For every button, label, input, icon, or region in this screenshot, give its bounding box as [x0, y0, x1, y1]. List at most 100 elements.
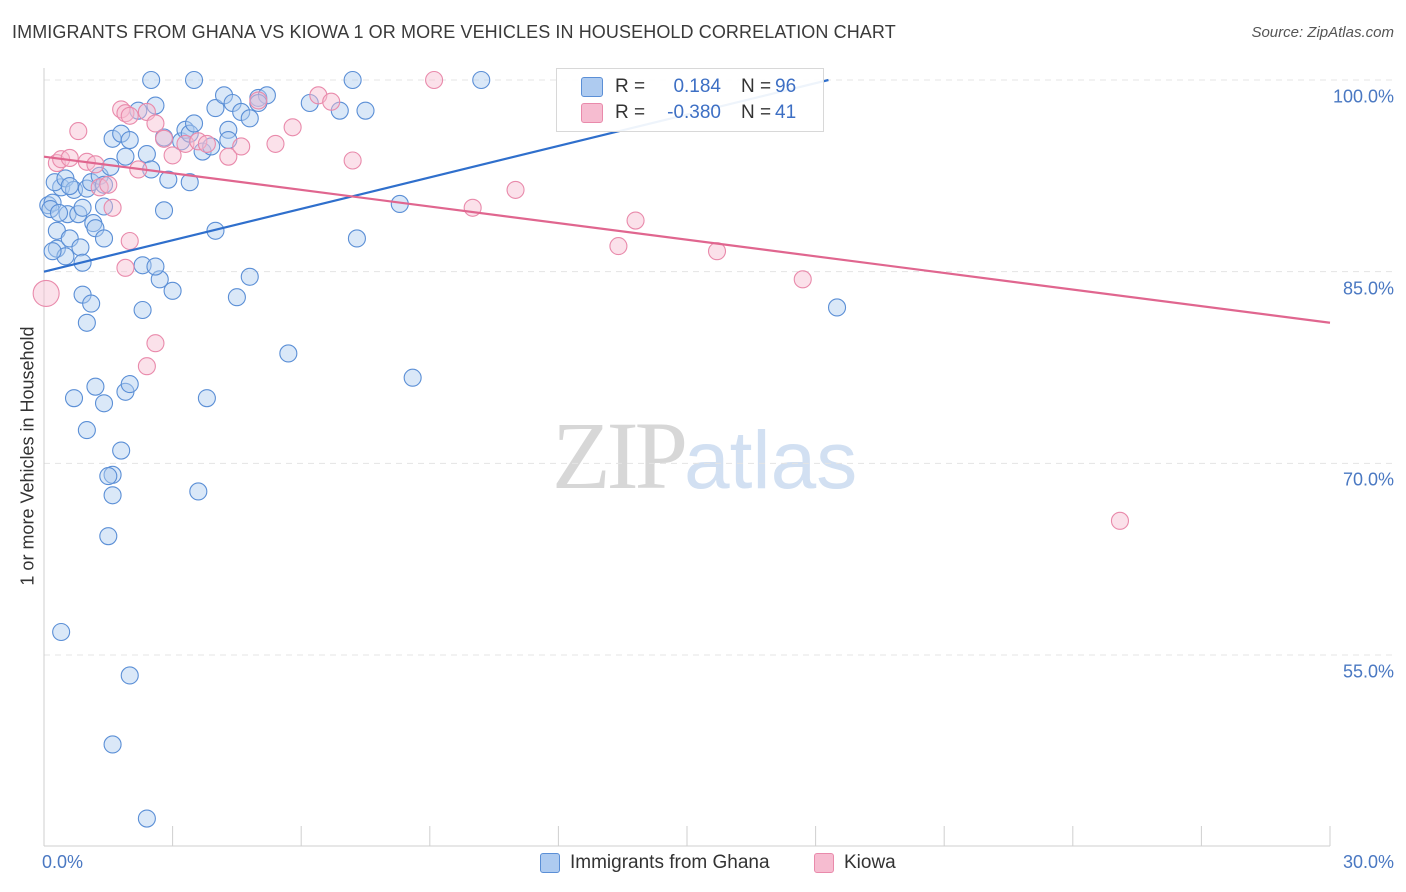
data-point-kiowa	[116, 258, 135, 277]
legend-r-key: R =	[615, 76, 646, 97]
x-tick-label: 0.0%	[42, 852, 84, 872]
legend-row-ghana: R = 0.184 N = 96	[581, 74, 796, 100]
data-point-kiowa	[283, 118, 302, 137]
data-point-ghana	[71, 238, 90, 257]
legend-swatch-blue	[581, 77, 603, 97]
legend-r-value: -0.380	[667, 102, 721, 123]
data-point-ghana	[120, 375, 139, 394]
data-point-ghana	[120, 131, 139, 150]
data-point-ghana	[103, 486, 122, 505]
data-point-ghana	[240, 109, 259, 128]
data-point-kiowa	[103, 198, 122, 217]
data-point-ghana	[403, 368, 422, 387]
legend-n-key: N =	[741, 102, 772, 123]
data-point-kiowa	[146, 114, 165, 133]
data-point-kiowa	[425, 70, 444, 90]
data-point-ghana	[137, 145, 156, 164]
data-point-ghana	[180, 173, 199, 192]
data-point-ghana	[82, 294, 101, 313]
data-point-kiowa	[219, 147, 238, 166]
y-tick-label: 85.0%	[1342, 278, 1394, 299]
data-point-kiowa	[163, 146, 182, 165]
data-point-kiowa	[1110, 511, 1130, 530]
chart-source: Source: ZipAtlas.com	[1251, 24, 1394, 41]
data-point-ghana	[99, 527, 118, 546]
legend-r-value: 0.184	[673, 76, 721, 97]
data-point-ghana	[827, 298, 847, 317]
data-point-kiowa	[322, 92, 341, 111]
data-point-ghana	[77, 313, 96, 332]
data-point-kiowa	[60, 148, 79, 167]
data-point-ghana	[133, 300, 152, 320]
data-point-kiowa	[69, 122, 88, 141]
data-point-ghana	[45, 173, 64, 192]
data-point-ghana	[73, 198, 92, 217]
data-point-ghana	[206, 99, 225, 118]
data-point-ghana	[94, 229, 114, 248]
watermark-zip: ZIP	[552, 402, 688, 509]
y-tick-label: 70.0%	[1342, 469, 1394, 490]
data-point-ghana	[146, 257, 165, 276]
data-point-kiowa	[266, 134, 285, 153]
data-point-ghana	[52, 622, 71, 642]
legend-item-ghana[interactable]: Immigrants from Ghana	[540, 852, 770, 874]
data-point-ghana	[240, 267, 259, 286]
legend-swatch-blue	[540, 853, 560, 873]
data-point-kiowa	[137, 357, 156, 376]
watermark: ZIPatlas	[552, 400, 857, 511]
data-point-ghana	[189, 482, 208, 501]
legend-label-kiowa: Kiowa	[844, 852, 896, 873]
data-point-kiowa	[343, 151, 362, 170]
data-point-ghana	[472, 70, 491, 90]
series-legend: Immigrants from Ghana Kiowa	[0, 850, 1406, 880]
data-point-kiowa	[232, 137, 251, 156]
data-point-kiowa	[154, 129, 174, 148]
data-point-ghana	[94, 394, 114, 413]
data-point-kiowa	[99, 175, 118, 194]
data-point-ghana	[43, 242, 62, 261]
correlation-legend: R = 0.184 N = 96 R = -0.380 N = 41	[556, 68, 824, 132]
axes	[43, 68, 1331, 847]
data-point-ghana	[41, 200, 60, 219]
legend-n-value: 41	[775, 102, 797, 123]
data-point-kiowa	[506, 180, 525, 199]
data-point-ghana	[99, 467, 118, 486]
legend-r-key: R =	[615, 102, 646, 123]
data-point-ghana	[227, 288, 246, 307]
data-point-ghana	[137, 809, 156, 828]
y-axis-title: 1 or more Vehicles in Household	[17, 326, 38, 586]
data-point-ghana	[184, 70, 204, 90]
data-point-kiowa	[793, 270, 812, 289]
legend-n-value: 96	[775, 76, 797, 97]
data-point-kiowa	[120, 231, 139, 251]
data-point-ghana	[163, 281, 182, 300]
data-point-ghana	[116, 147, 135, 166]
data-point-ghana	[197, 389, 216, 408]
trend-line-kiowa	[43, 155, 1331, 324]
data-point-ghana	[347, 229, 366, 248]
data-point-ghana	[159, 170, 178, 189]
data-point-kiowa	[626, 211, 645, 230]
x-tick-label: 30.0%	[1342, 852, 1394, 872]
legend-item-kiowa[interactable]: Kiowa	[814, 852, 896, 874]
data-point-ghana	[120, 666, 139, 685]
data-point-ghana	[49, 203, 69, 222]
legend-n-key: N =	[741, 76, 772, 97]
data-point-ghana	[184, 114, 204, 133]
data-point-ghana	[60, 177, 79, 196]
watermark-atlas: atlas	[684, 415, 858, 506]
data-point-kiowa	[249, 91, 268, 110]
data-point-ghana	[343, 70, 362, 90]
data-point-kiowa	[32, 279, 60, 307]
y-tick-label: 100.0%	[1332, 86, 1394, 107]
data-point-kiowa	[120, 106, 139, 125]
legend-swatch-pink	[581, 103, 603, 123]
data-point-ghana	[77, 421, 96, 440]
chart-title: IMMIGRANTS FROM GHANA VS KIOWA 1 OR MORE…	[12, 22, 896, 42]
data-point-kiowa	[146, 334, 165, 353]
data-point-ghana	[142, 70, 161, 90]
data-point-ghana	[64, 389, 84, 408]
data-point-ghana	[103, 735, 122, 754]
data-point-kiowa	[609, 237, 628, 256]
data-point-ghana	[154, 201, 174, 220]
